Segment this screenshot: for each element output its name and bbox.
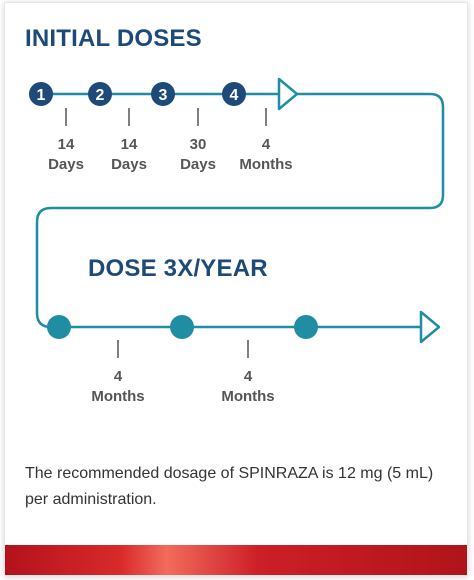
- timeline-connector-line: [35, 92, 445, 329]
- initial-dose-marker-2: 2: [88, 82, 112, 106]
- interval-value: 4: [114, 368, 123, 385]
- interval-unit: Months: [221, 388, 274, 405]
- maintenance-dose-marker-3: [294, 315, 318, 339]
- initial-dose-marker-1: 1: [29, 82, 53, 106]
- dosing-schedule-card: INITIAL DOSES 1 2 3 4 14 Days: [4, 2, 468, 576]
- initial-dose-marker-4: 4: [222, 82, 246, 106]
- initial-doses-heading: INITIAL DOSES: [25, 25, 202, 52]
- interval-value: 4: [244, 368, 253, 385]
- dosing-timeline: 1 2 3 4 14 Days 14 Days 30 Days 4 Months: [29, 77, 445, 405]
- maintenance-timeline-arrowhead: [419, 310, 441, 344]
- interval-unit: Months: [239, 156, 292, 173]
- interval-unit: Days: [111, 156, 147, 173]
- interval-value: 14: [58, 136, 75, 153]
- interval-value: 30: [190, 136, 207, 153]
- dose-number: 3: [159, 87, 168, 104]
- decorative-banner: [5, 545, 467, 575]
- maintenance-dose-marker-1: [47, 315, 71, 339]
- interval-value: 14: [121, 136, 138, 153]
- maintenance-doses-heading: DOSE 3X/YEAR: [88, 255, 268, 282]
- initial-timeline-arrowhead: [277, 77, 299, 111]
- maintenance-dose-marker-2: [170, 315, 194, 339]
- initial-dose-marker-3: 3: [151, 82, 175, 106]
- dose-number: 4: [230, 87, 239, 104]
- dose-number: 1: [37, 87, 46, 104]
- interval-value: 4: [262, 136, 271, 153]
- interval-unit: Months: [91, 388, 144, 405]
- dose-number: 2: [96, 87, 105, 104]
- dosage-note: The recommended dosage of SPINRAZA is 12…: [25, 465, 434, 508]
- interval-unit: Days: [48, 156, 84, 173]
- interval-unit: Days: [180, 156, 216, 173]
